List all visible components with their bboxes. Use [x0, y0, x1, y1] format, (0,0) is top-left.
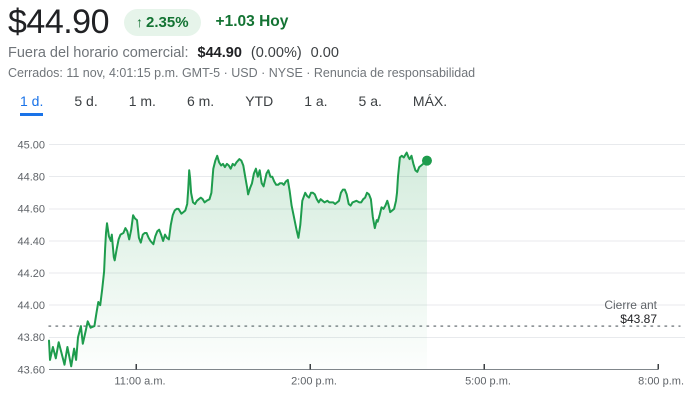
- range-tabs: 1 d. 5 d. 1 m. 6 m. YTD 1 a. 5 a. MÁX.: [20, 93, 447, 116]
- tab-ytd[interactable]: YTD: [245, 93, 274, 109]
- y-axis-label: 43.60: [17, 364, 45, 376]
- y-axis-label: 44.00: [17, 300, 45, 312]
- afterhours-row: Fuera del horario comercial: $44.90 (0.0…: [8, 45, 339, 61]
- price-chart[interactable]: 45.00 44.80 44.60 44.40 44.20 44.00 43.80 43.60…: [0, 130, 685, 414]
- market-status-text: Cerrados: 11 nov, 4:01:15 p.m. GMT-5 · U…: [8, 66, 314, 80]
- y-axis-label: 44.60: [17, 204, 45, 216]
- tab-5y[interactable]: 5 a.: [358, 93, 382, 109]
- afterhours-price: $44.90: [197, 45, 242, 61]
- price-line: [48, 151, 428, 368]
- change-percent-badge: ↑ 2.35%: [124, 8, 201, 36]
- y-axis-label: 44.80: [17, 172, 45, 184]
- y-axis-label: 43.80: [17, 332, 45, 344]
- price-header: $44.90 ↑ 2.35% +1.03 Hoy: [8, 0, 288, 44]
- tab-6m[interactable]: 6 m.: [186, 93, 215, 109]
- afterhours-percent: (0.00%): [250, 45, 302, 61]
- last-price-dot: [421, 155, 432, 166]
- current-price: $44.90: [8, 2, 110, 41]
- arrow-up-icon: ↑: [136, 14, 143, 30]
- y-axis-label: 44.20: [17, 268, 45, 280]
- tab-1y[interactable]: 1 a.: [304, 93, 328, 109]
- tab-1d[interactable]: 1 d.: [20, 93, 44, 116]
- change-today: +1.03 Hoy: [215, 13, 289, 30]
- y-axis-label: 44.40: [17, 236, 45, 248]
- change-percent-value: 2.35%: [146, 13, 189, 31]
- previous-close-value: $43.87: [620, 312, 657, 326]
- area-fill: [49, 152, 427, 370]
- disclaimer-link[interactable]: Renuncia de responsabilidad: [313, 66, 476, 80]
- x-axis-label: 2:00 p.m.: [291, 376, 337, 388]
- x-axis-label: 5:00 p.m.: [465, 376, 511, 388]
- afterhours-label: Fuera del horario comercial:: [8, 45, 189, 61]
- previous-close-label: Cierre ant: [604, 298, 657, 312]
- tab-1m[interactable]: 1 m.: [128, 93, 156, 109]
- tab-max[interactable]: MÁX.: [412, 93, 448, 109]
- x-axis-label: 11:00 a.m.: [114, 376, 165, 388]
- afterhours-change: 0.00: [310, 45, 339, 61]
- tab-5d[interactable]: 5 d.: [74, 93, 98, 109]
- y-axis-label: 45.00: [17, 139, 45, 151]
- market-status-row: Cerrados: 11 nov, 4:01:15 p.m. GMT-5 · U…: [8, 66, 475, 80]
- x-axis-label: 8:00 p.m.: [638, 376, 684, 388]
